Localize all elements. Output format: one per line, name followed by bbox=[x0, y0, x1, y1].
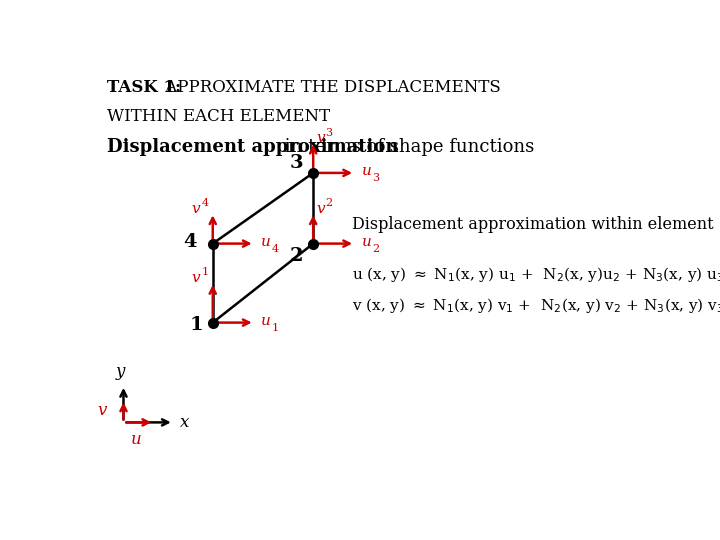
Text: 1: 1 bbox=[202, 267, 209, 276]
Text: 3: 3 bbox=[325, 127, 333, 138]
Text: v: v bbox=[98, 402, 107, 420]
Text: 2: 2 bbox=[372, 244, 379, 254]
Text: Displacement approximation: Displacement approximation bbox=[107, 138, 398, 156]
Text: u: u bbox=[261, 314, 271, 328]
Text: 4: 4 bbox=[202, 198, 209, 208]
Text: u: u bbox=[361, 164, 372, 178]
Text: 2: 2 bbox=[289, 247, 303, 265]
Text: y: y bbox=[116, 363, 125, 380]
Text: 4: 4 bbox=[184, 233, 197, 251]
Text: v (x, y) $\approx$ N$_1$(x, y) v$_1$ +  N$_2$(x, y) v$_2$ + N$_3$(x, y) v$_3$ + : v (x, y) $\approx$ N$_1$(x, y) v$_1$ + N… bbox=[352, 296, 720, 315]
Text: v: v bbox=[316, 202, 325, 216]
Text: WITHIN EACH ELEMENT: WITHIN EACH ELEMENT bbox=[107, 109, 330, 125]
Text: 1: 1 bbox=[189, 316, 203, 334]
Text: u: u bbox=[361, 234, 372, 248]
Text: in terms of shape functions: in terms of shape functions bbox=[279, 138, 534, 156]
Text: TASK 1:: TASK 1: bbox=[107, 79, 181, 96]
Text: u: u bbox=[130, 430, 141, 448]
Text: u (x, y) $\approx$ N$_1$(x, y) u$_1$ +  N$_2$(x, y)u$_2$ + N$_3$(x, y) u$_3$ + N: u (x, y) $\approx$ N$_1$(x, y) u$_1$ + N… bbox=[352, 265, 720, 284]
Text: Displacement approximation within element ‘e’: Displacement approximation within elemen… bbox=[352, 217, 720, 233]
Text: 1: 1 bbox=[271, 322, 279, 333]
Text: 3: 3 bbox=[289, 153, 303, 172]
Text: v: v bbox=[316, 131, 325, 145]
Text: 2: 2 bbox=[325, 198, 333, 208]
Text: v: v bbox=[192, 271, 200, 285]
Text: v: v bbox=[192, 202, 200, 216]
Text: u: u bbox=[261, 234, 271, 248]
Text: 3: 3 bbox=[372, 173, 379, 183]
Text: APPROXIMATE THE DISPLACEMENTS: APPROXIMATE THE DISPLACEMENTS bbox=[160, 79, 500, 96]
Text: 4: 4 bbox=[271, 244, 279, 254]
Text: x: x bbox=[181, 414, 190, 431]
